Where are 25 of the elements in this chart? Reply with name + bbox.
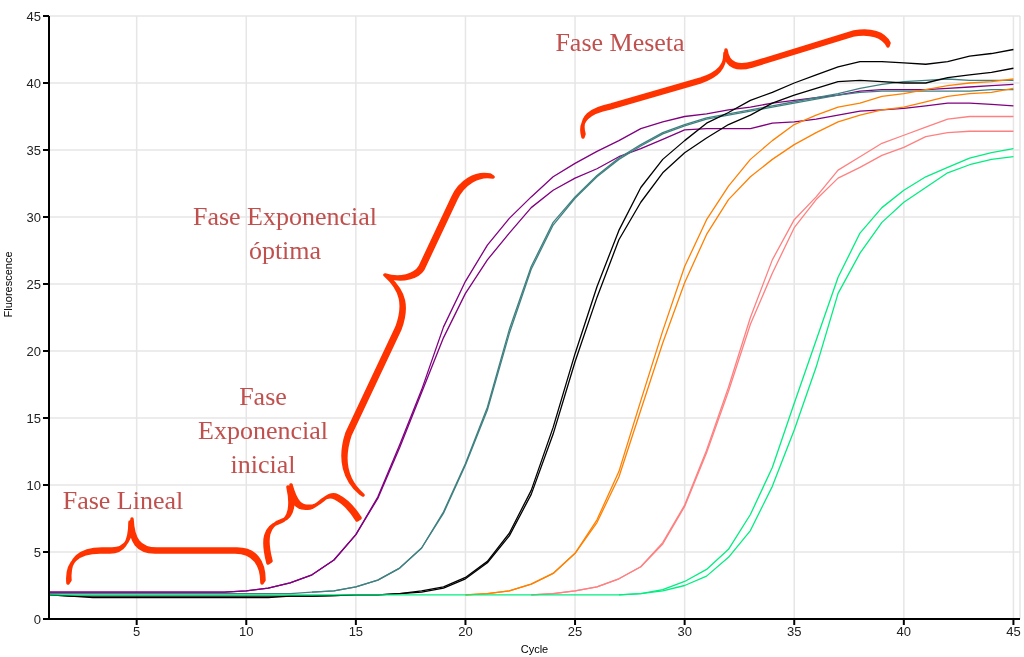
x-axis-title: Cycle	[520, 643, 549, 655]
x-tick-label: 45	[1006, 624, 1021, 640]
y-tick-label: 25	[26, 276, 41, 292]
x-tick-label: 30	[677, 624, 692, 640]
y-tick-label: 45	[26, 8, 41, 24]
annotation: Fase Exponencial óptima	[191, 201, 379, 267]
x-tick-label: 40	[896, 624, 912, 640]
y-tick-label: 10	[26, 477, 41, 493]
x-tick-label: 5	[133, 624, 141, 640]
x-tick-label: 10	[239, 624, 254, 640]
y-tick-label: 35	[26, 142, 41, 158]
annotation: Fase Lineal	[62, 486, 184, 515]
y-tick-label: 15	[26, 410, 41, 426]
x-tick-label: 15	[348, 624, 364, 640]
annotation: Fase Exponencial inicial	[197, 381, 329, 481]
x-tick-label: 25	[567, 624, 583, 640]
y-tick-label: 0	[33, 611, 41, 627]
x-tick-label: 35	[787, 624, 802, 640]
y-axis-title: Fluorescence	[1, 251, 14, 318]
annotation: Fase Meseta	[554, 27, 686, 59]
y-tick-label: 5	[33, 544, 41, 560]
x-tick-label: 20	[458, 624, 473, 640]
y-tick-label: 40	[26, 75, 41, 91]
y-tick-label: 30	[26, 209, 41, 225]
y-tick-label: 20	[26, 343, 41, 359]
